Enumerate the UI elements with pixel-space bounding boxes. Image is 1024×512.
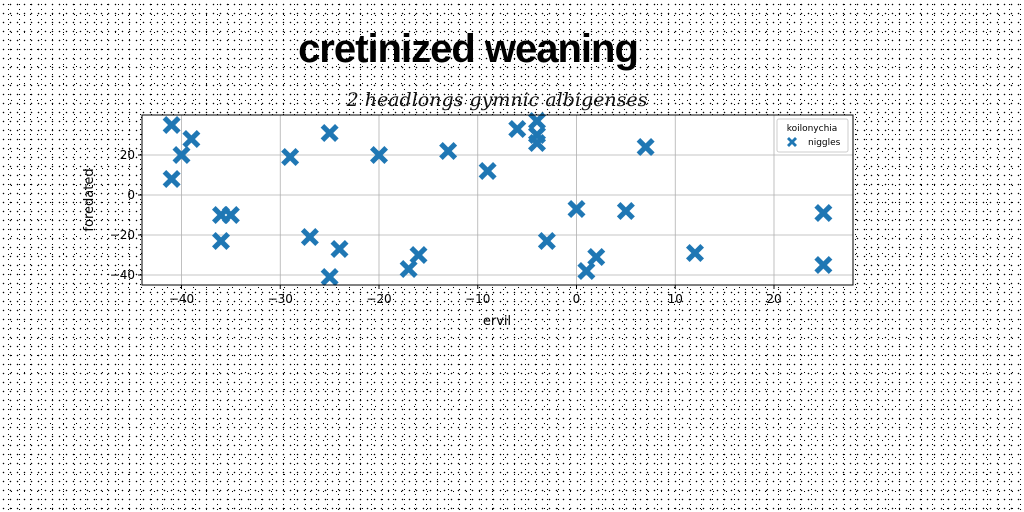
data-point — [330, 240, 349, 258]
y-tick-label: −40 — [110, 268, 135, 282]
data-point — [814, 256, 833, 274]
data-point — [439, 142, 458, 160]
data-point — [370, 146, 388, 164]
plot-frame — [141, 114, 854, 286]
chart-title: cretinized weaning — [298, 27, 638, 71]
x-tick-label: 0 — [573, 292, 581, 306]
x-tick-label: 20 — [766, 292, 781, 306]
data-point — [528, 134, 546, 152]
data-point — [182, 130, 201, 148]
y-tick-label: −20 — [110, 228, 135, 242]
data-point — [320, 124, 339, 142]
x-tick-label: −30 — [268, 292, 293, 306]
x-tick-label: −40 — [169, 292, 194, 306]
legend-entry-label: niggles — [808, 138, 841, 148]
x-axis-ticks: −40 −30 −20 −10 0 10 20 — [169, 285, 782, 306]
plot-area — [142, 115, 853, 285]
grid-lines — [142, 115, 853, 285]
data-point — [508, 120, 527, 138]
legend-marker-icon — [787, 137, 797, 147]
data-points — [162, 112, 833, 286]
data-point — [162, 170, 181, 188]
data-point — [162, 116, 181, 134]
y-tick-label: 20 — [120, 148, 135, 162]
data-point — [409, 246, 428, 264]
data-point — [537, 232, 556, 250]
x-tick-label: 10 — [668, 292, 683, 306]
data-point — [300, 228, 319, 246]
y-axis-ticks: −40 −20 0 20 — [110, 148, 142, 282]
data-point — [686, 244, 704, 262]
legend-x-marker — [787, 137, 797, 147]
y-tick-label: 0 — [127, 188, 135, 202]
data-point — [212, 232, 230, 250]
data-point — [478, 162, 497, 180]
legend: koilonychia niggles — [776, 118, 849, 153]
data-point — [616, 202, 635, 220]
data-point — [636, 138, 655, 156]
data-point — [172, 146, 191, 164]
data-point — [528, 112, 546, 130]
x-axis-label: ervil — [483, 314, 511, 329]
x-tick-label: −20 — [366, 292, 391, 306]
data-point — [814, 204, 833, 222]
y-axis-label: foredated — [82, 168, 97, 231]
data-point — [399, 260, 418, 278]
legend-title: koilonychia — [787, 124, 838, 134]
data-point — [221, 206, 240, 224]
chart-subtitle: 2 headlongs gymnic albigenses — [346, 89, 648, 111]
data-point — [320, 268, 339, 286]
data-point — [281, 148, 300, 166]
data-point — [587, 248, 606, 266]
x-tick-label: −10 — [465, 292, 490, 306]
data-point — [567, 200, 586, 218]
data-point — [577, 262, 596, 280]
